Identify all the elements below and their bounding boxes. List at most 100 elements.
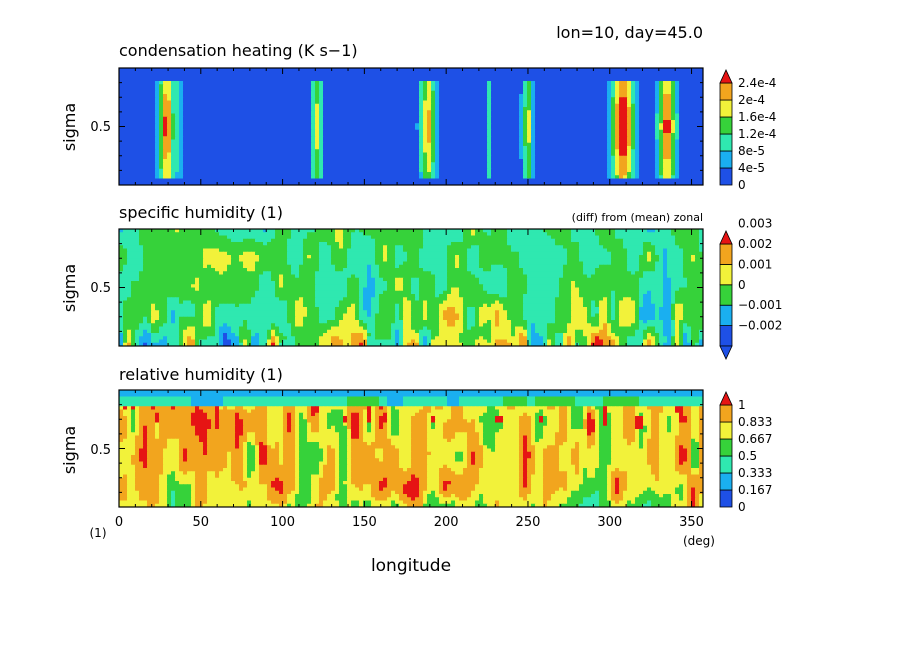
heating-cell bbox=[427, 129, 432, 134]
heating-cell bbox=[507, 142, 512, 147]
heating-cell bbox=[291, 146, 296, 150]
heating-cell bbox=[563, 139, 568, 144]
heating-cell bbox=[271, 172, 276, 176]
heating-cell bbox=[179, 136, 184, 141]
heating-cell bbox=[619, 103, 624, 108]
heating-cell bbox=[335, 77, 340, 82]
heating-cell bbox=[451, 110, 456, 115]
heating-cell bbox=[643, 100, 648, 105]
heating-cell bbox=[535, 84, 540, 89]
heating-cell bbox=[323, 136, 328, 141]
heating-cell bbox=[367, 77, 372, 82]
heating-cell bbox=[611, 94, 616, 98]
heating-cell bbox=[327, 136, 332, 141]
heating-cell bbox=[363, 142, 368, 147]
heating-cell bbox=[299, 129, 304, 134]
heating-cell bbox=[535, 113, 540, 118]
heating-cell bbox=[539, 162, 544, 167]
heating-cell bbox=[595, 136, 600, 141]
heating-cell bbox=[663, 107, 668, 111]
heating-cell bbox=[199, 103, 204, 108]
heating-cell bbox=[495, 116, 500, 121]
heating-cell bbox=[427, 74, 432, 79]
heating-cell bbox=[127, 152, 132, 157]
heating-cell bbox=[143, 113, 148, 118]
heating-cell bbox=[243, 152, 248, 157]
heating-cell bbox=[295, 152, 300, 157]
heating-cell bbox=[139, 123, 144, 128]
heating-cell bbox=[211, 159, 216, 163]
heating-cell bbox=[647, 107, 652, 111]
heating-cell bbox=[343, 175, 348, 180]
heating-cell bbox=[511, 113, 516, 118]
heating-cell bbox=[699, 84, 703, 89]
heating-cell bbox=[527, 142, 532, 147]
heating-cell bbox=[699, 113, 703, 118]
heating-cell bbox=[511, 84, 516, 89]
heating-cell bbox=[543, 129, 548, 134]
heating-cell bbox=[139, 68, 144, 72]
heating-cell bbox=[291, 149, 296, 154]
heating-cell bbox=[283, 149, 288, 154]
heating-cell bbox=[579, 94, 584, 98]
heating-cell bbox=[571, 116, 576, 121]
heating-cell bbox=[331, 133, 336, 137]
heating-cell bbox=[603, 87, 608, 92]
heating-cell bbox=[483, 71, 488, 76]
heating-cell bbox=[499, 84, 504, 89]
heating-cell bbox=[659, 139, 664, 144]
heating-cell bbox=[343, 172, 348, 176]
heating-cell bbox=[267, 103, 272, 108]
heating-cell bbox=[151, 90, 156, 95]
heating-cell bbox=[327, 103, 332, 108]
heating-cell bbox=[243, 159, 248, 163]
heating-cell bbox=[371, 90, 376, 95]
heating-cell bbox=[471, 94, 476, 98]
heating-cell bbox=[687, 113, 692, 118]
heating-cell bbox=[199, 87, 204, 92]
heating-cell bbox=[603, 159, 608, 163]
heating-cell bbox=[519, 136, 524, 141]
heating-cell bbox=[235, 107, 240, 111]
heating-cell bbox=[463, 87, 468, 92]
heating-cell bbox=[667, 155, 672, 160]
heating-cell bbox=[359, 103, 364, 108]
heating-cell bbox=[311, 165, 316, 170]
heating-cell bbox=[559, 113, 564, 118]
heating-cell bbox=[619, 68, 624, 72]
heating-cell bbox=[627, 152, 632, 157]
heating-cell bbox=[403, 120, 408, 124]
heating-cell bbox=[311, 81, 316, 85]
heating-cell bbox=[551, 175, 556, 180]
heating-cell bbox=[171, 113, 176, 118]
heating-cell bbox=[511, 129, 516, 134]
heating-cell bbox=[643, 74, 648, 79]
heating-cell bbox=[119, 68, 124, 72]
heating-cell bbox=[579, 146, 584, 150]
heating-cell bbox=[415, 116, 420, 121]
heating-cell bbox=[383, 120, 388, 124]
heating-cell bbox=[695, 129, 700, 134]
heating-cell bbox=[223, 110, 228, 115]
heating-cell bbox=[551, 146, 556, 150]
heating-cell bbox=[335, 168, 340, 173]
heating-cell bbox=[615, 129, 620, 134]
heating-cell bbox=[223, 81, 228, 85]
heating-cell bbox=[275, 90, 280, 95]
heating-cell bbox=[407, 155, 412, 160]
heating-cell bbox=[435, 81, 440, 85]
heating-cell bbox=[455, 146, 460, 150]
heating-cell bbox=[607, 77, 612, 82]
heating-cell bbox=[379, 90, 384, 95]
heating-cell bbox=[171, 149, 176, 154]
heating-cell bbox=[187, 116, 192, 121]
heating-cell bbox=[291, 77, 296, 82]
heating-cell bbox=[675, 139, 680, 144]
heating-cell bbox=[455, 168, 460, 173]
heating-cell bbox=[187, 123, 192, 128]
heating-cell bbox=[499, 107, 504, 111]
heating-cell bbox=[455, 71, 460, 76]
heating-cell bbox=[695, 71, 700, 76]
heating-cell bbox=[511, 74, 516, 79]
heating-cell bbox=[539, 107, 544, 111]
